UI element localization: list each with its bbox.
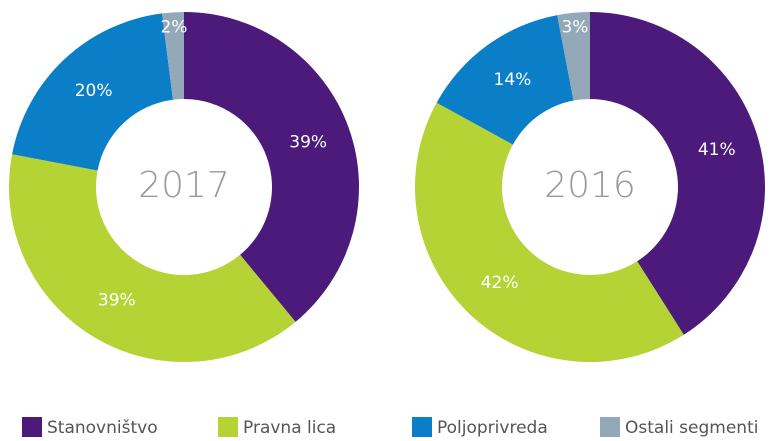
legend-label: Ostali segmenti [625,418,758,438]
slice-label: 14% [494,70,532,90]
donut-slice [557,12,590,101]
donut-slice [590,12,765,335]
slice-label: 39% [98,291,136,311]
center-title: 2016 [544,165,636,206]
donut-slice [415,102,684,363]
legend-label: Stanovništvo [47,418,158,438]
donut-slice [8,154,296,362]
slice-label: 41% [698,140,736,160]
donut-slice [162,12,184,100]
donut-slice [436,15,574,145]
center-title: 2017 [138,165,230,206]
slice-label: 2% [160,17,187,37]
slice-label: 39% [289,132,327,152]
legend-swatch [218,417,238,437]
legend-swatch [600,417,620,437]
legend-swatch [22,417,42,437]
slice-label: 3% [561,18,588,38]
legend-label: Poljoprivreda [437,418,548,438]
slice-label: 20% [75,81,113,101]
slice-label: 42% [481,273,519,293]
legend-swatch [412,417,432,437]
legend-label: Pravna lica [243,418,336,438]
donut-slice [184,12,360,322]
donut-slice [12,13,173,171]
